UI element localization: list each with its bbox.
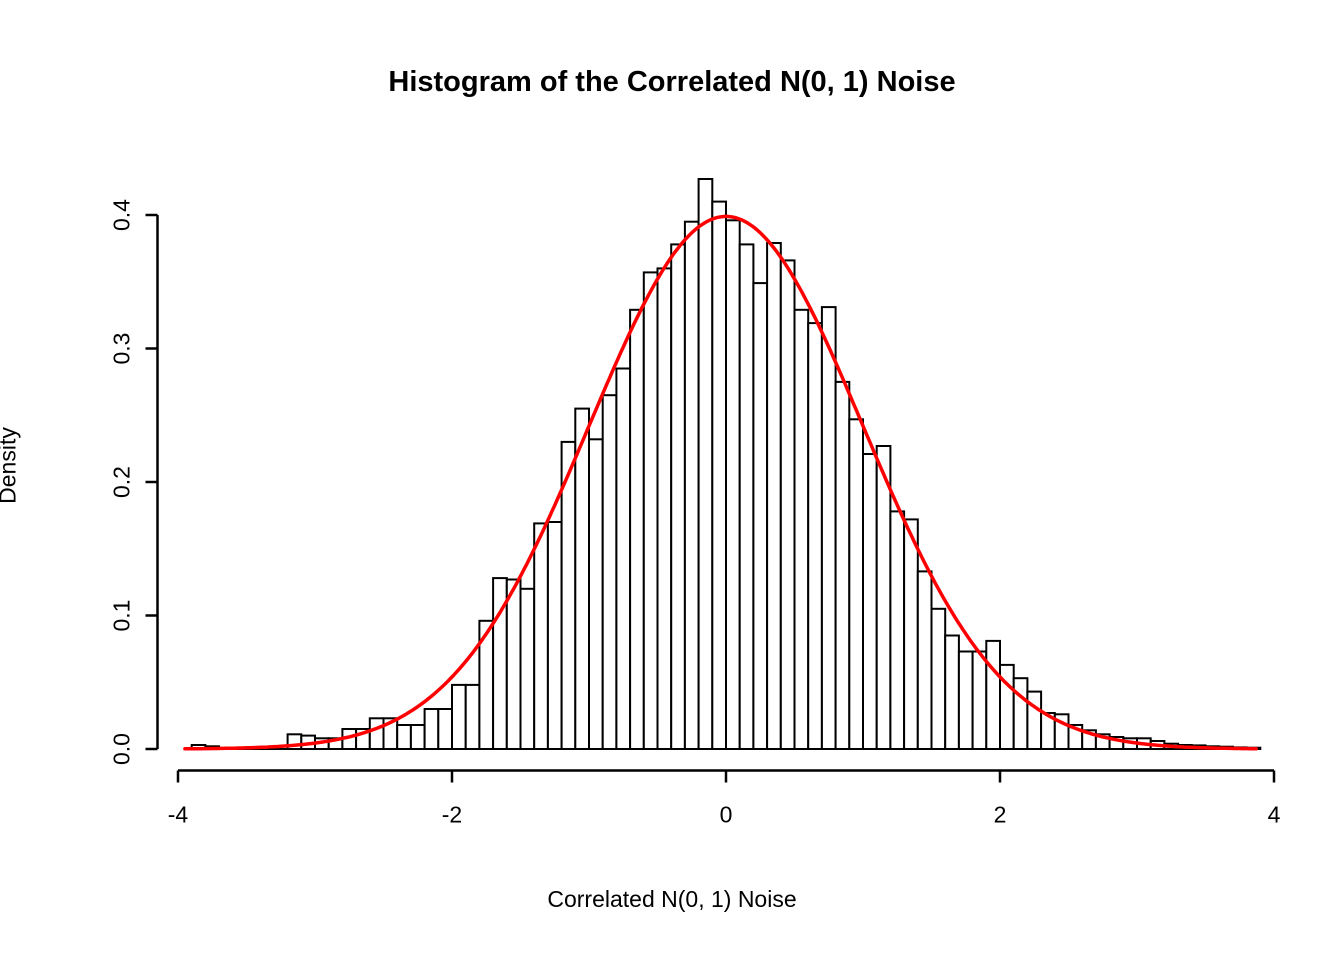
- y-tick-label: 0.2: [109, 466, 135, 498]
- histogram-bar: [533, 522, 549, 751]
- histogram-bar: [793, 308, 810, 750]
- histogram-bar: [396, 724, 412, 750]
- histogram-bar: [807, 322, 823, 750]
- histogram-bar: [875, 445, 892, 750]
- histogram-bar: [423, 708, 440, 750]
- histogram-bar: [834, 380, 851, 750]
- histogram-bar: [957, 650, 974, 750]
- histogram-bar: [409, 724, 426, 750]
- histogram-bar: [505, 578, 522, 750]
- y-axis-label: Density: [0, 427, 21, 504]
- histogram-bar: [903, 518, 919, 751]
- histogram-bar: [971, 650, 988, 750]
- histogram-bar: [820, 306, 837, 750]
- histogram-bar: [711, 200, 727, 751]
- histogram-bar: [437, 708, 453, 750]
- histogram-bar: [1012, 677, 1029, 751]
- histogram-bar: [725, 219, 741, 751]
- x-axis-label: Correlated N(0, 1) Noise: [547, 886, 797, 912]
- histogram-bar: [629, 308, 645, 750]
- y-tick-label: 0.4: [109, 199, 135, 231]
- histogram-bar: [574, 407, 590, 750]
- histogram-bar: [656, 267, 673, 750]
- x-tick-label: 4: [1268, 802, 1281, 828]
- histogram-bar: [930, 607, 947, 750]
- histogram-bar: [451, 683, 467, 751]
- histogram-bar: [588, 438, 604, 750]
- y-tick-label: 0.3: [109, 333, 135, 365]
- histogram-bar: [1026, 690, 1043, 750]
- histogram-bar: [752, 282, 769, 750]
- histogram-bar: [601, 394, 618, 750]
- histogram-bar: [862, 453, 878, 750]
- histogram-bar: [683, 220, 700, 750]
- x-tick-label: 2: [994, 802, 1007, 828]
- y-tick-label: 0.0: [109, 733, 135, 765]
- histogram-bar: [889, 510, 906, 750]
- histogram-bar: [848, 418, 864, 750]
- histogram-bar: [368, 717, 385, 750]
- chart-title: Histogram of the Correlated N(0, 1) Nois…: [388, 66, 956, 98]
- histogram-bar: [916, 570, 933, 751]
- histogram-bar: [697, 178, 714, 750]
- density-curve: [183, 214, 1258, 751]
- x-tick-label: -2: [442, 802, 462, 828]
- histogram-bar: [766, 242, 782, 750]
- histogram-bar: [642, 271, 659, 750]
- y-tick-label: 0.1: [109, 600, 135, 632]
- x-tick-label: 0: [720, 802, 733, 828]
- histogram-bar: [546, 521, 563, 750]
- histogram-bar: [615, 367, 632, 750]
- histogram-bar: [670, 243, 686, 750]
- histogram-bar: [464, 683, 481, 751]
- histogram-bar: [779, 259, 796, 750]
- histogram-bar: [519, 587, 536, 750]
- histogram-bar: [738, 243, 755, 750]
- histogram-bar: [985, 639, 1001, 751]
- histogram-bar: [944, 634, 960, 750]
- x-tick-label: -4: [168, 802, 189, 828]
